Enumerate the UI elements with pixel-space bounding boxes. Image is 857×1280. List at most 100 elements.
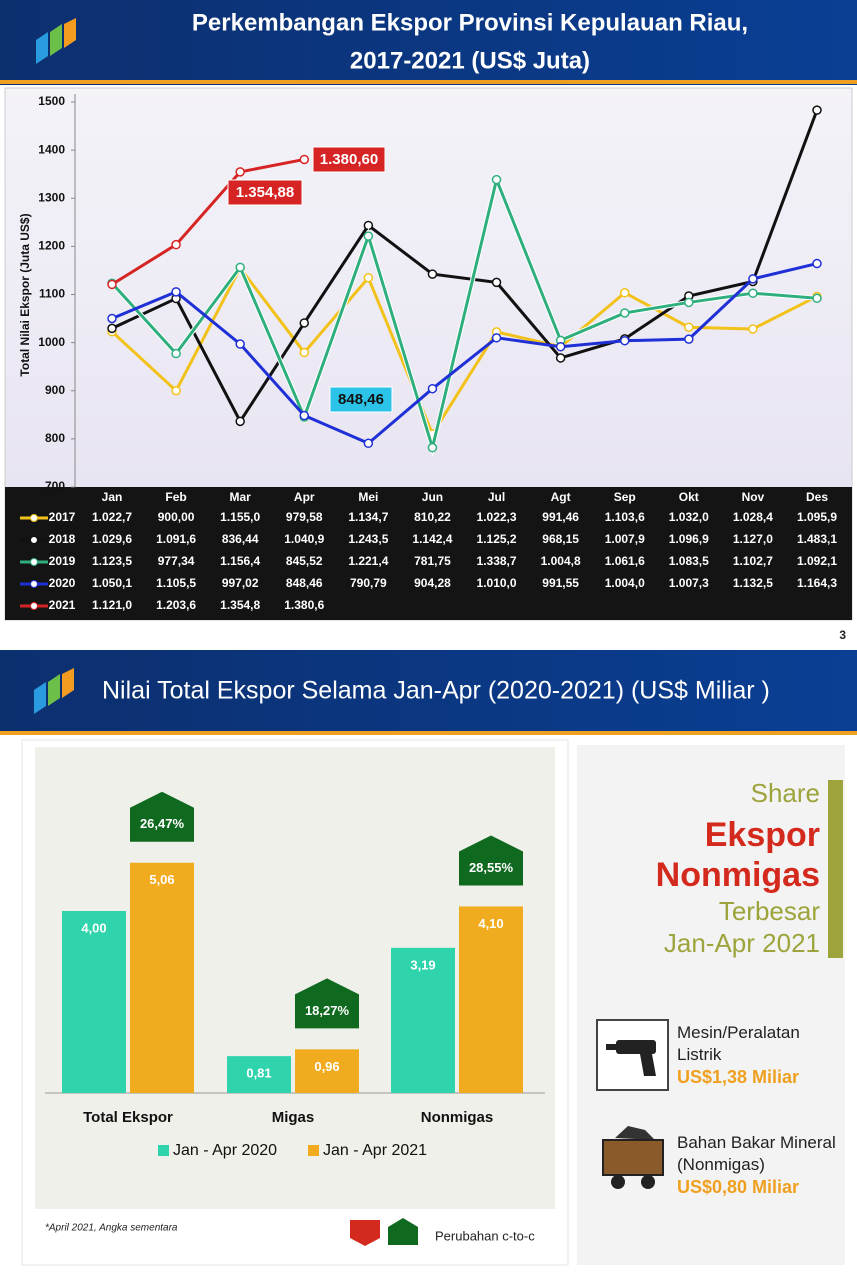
point xyxy=(427,383,438,394)
table-cell: 900,00 xyxy=(158,510,195,524)
point xyxy=(812,258,822,269)
y-tick-label: 1000 xyxy=(38,335,65,349)
share-heading-line: Terbesar xyxy=(718,896,820,926)
point xyxy=(299,410,310,421)
table-cell: 997,02 xyxy=(222,576,259,590)
y-tick-label: 1300 xyxy=(38,190,65,204)
table-cell: 1.022,7 xyxy=(92,510,132,524)
x-tick-label: Mei xyxy=(358,490,378,504)
series-line xyxy=(111,109,819,425)
table-cell: 1.103,6 xyxy=(605,510,645,524)
header-bar xyxy=(0,0,857,85)
table-cell: 1.354,8 xyxy=(220,598,260,612)
drill-icon xyxy=(606,1040,656,1076)
point xyxy=(235,339,245,349)
bar xyxy=(62,911,126,1093)
share-item: Mesin/Peralatan Listrik US$1,38 Miliar xyxy=(677,1022,837,1088)
table-cell: 1.123,5 xyxy=(92,554,132,568)
share-heading-line: Jan-Apr 2021 xyxy=(663,928,820,958)
point xyxy=(107,279,117,290)
table-cell: 1.142,4 xyxy=(412,532,452,546)
y-tick-label: 1200 xyxy=(38,239,65,253)
table-cell: 1.029,6 xyxy=(92,532,132,546)
chart-title: Perkembangan Ekspor Provinsi Kepulauan R… xyxy=(192,9,748,36)
table-cell: 1.022,3 xyxy=(477,510,517,524)
x-tick-label: Mar xyxy=(230,490,252,504)
table-cell: 977,34 xyxy=(158,554,195,568)
point xyxy=(235,262,245,273)
table-cell: 968,15 xyxy=(542,532,579,546)
chart-title: Nilai Total Ekspor Selama Jan-Apr (2020-… xyxy=(102,677,770,705)
legend-label: 2021 xyxy=(49,598,76,612)
x-tick-label: Jan xyxy=(102,490,123,504)
legend-marker xyxy=(30,514,38,522)
annotation: 1.354,88 xyxy=(236,184,294,201)
table-cell: 1.121,0 xyxy=(92,598,132,612)
header-bar xyxy=(0,650,857,735)
table-cell: 848,46 xyxy=(286,576,323,590)
legend-up-badge xyxy=(388,1218,418,1245)
accent-bar xyxy=(828,780,843,958)
data-table xyxy=(5,487,852,620)
share-heading-line: Nonmigas xyxy=(655,856,820,894)
bar xyxy=(227,1056,291,1093)
point xyxy=(684,322,694,332)
legend-swatch xyxy=(158,1145,169,1156)
legend-label: Jan - Apr 2020 xyxy=(173,1142,277,1159)
y-tick-label: 700 xyxy=(45,479,65,493)
change-badge xyxy=(130,791,194,842)
point xyxy=(171,287,181,297)
point xyxy=(619,308,630,318)
table-cell: 1.243,5 xyxy=(348,532,388,546)
table-cell: 810,22 xyxy=(414,510,451,524)
point xyxy=(363,438,374,449)
table-cell: 1.096,9 xyxy=(669,532,709,546)
x-tick-label: Jul xyxy=(488,490,505,504)
point xyxy=(235,167,245,177)
y-tick-label: 800 xyxy=(45,431,65,445)
bar-value-label: 3,19 xyxy=(410,957,435,972)
legend-marker xyxy=(30,536,38,544)
legend-label: 2018 xyxy=(49,532,76,546)
table-cell: 1.083,5 xyxy=(669,554,709,568)
table-cell: 1.380,6 xyxy=(284,598,324,612)
point xyxy=(748,288,758,298)
table-cell: 979,58 xyxy=(286,510,323,524)
series-line xyxy=(110,174,818,454)
table-cell: 1.221,4 xyxy=(348,554,388,568)
series-line xyxy=(111,157,305,286)
table-cell: 1.164,3 xyxy=(797,576,837,590)
y-tick-label: 1500 xyxy=(38,94,65,108)
table-cell: 1.127,0 xyxy=(733,532,773,546)
bar xyxy=(295,1049,359,1093)
point xyxy=(171,239,181,250)
bar-value-label: 4,00 xyxy=(81,920,106,935)
table-cell: 1.050,1 xyxy=(92,576,132,590)
item-name: Mesin/Peralatan Listrik xyxy=(677,1023,800,1064)
point xyxy=(684,297,694,308)
table-cell: 1.091,6 xyxy=(156,532,196,546)
point xyxy=(363,231,374,241)
annotation-box xyxy=(329,386,393,413)
item-value: US$1,38 Miliar xyxy=(677,1067,800,1087)
legend-label: 2017 xyxy=(49,510,76,524)
table-cell: 1.132,5 xyxy=(733,576,773,590)
legend-marker xyxy=(30,558,38,566)
change-label: 28,55% xyxy=(469,860,514,875)
table-cell: 1.004,8 xyxy=(541,554,581,568)
point xyxy=(427,269,438,279)
legend-label: Jan - Apr 2021 xyxy=(323,1142,427,1159)
legend-label: 2020 xyxy=(49,576,76,590)
annotation-box xyxy=(227,179,303,206)
header-stripe xyxy=(0,731,857,735)
point xyxy=(555,353,566,363)
table-cell: 1.338,7 xyxy=(477,554,517,568)
table-cell: 991,55 xyxy=(542,576,579,590)
legend-down-badge xyxy=(350,1220,380,1246)
x-tick-label: Feb xyxy=(165,490,186,504)
point xyxy=(171,386,181,396)
table-cell: 1.134,7 xyxy=(348,510,388,524)
table-cell: 1.102,7 xyxy=(733,554,773,568)
annotation: 1.380,60 xyxy=(320,151,378,168)
